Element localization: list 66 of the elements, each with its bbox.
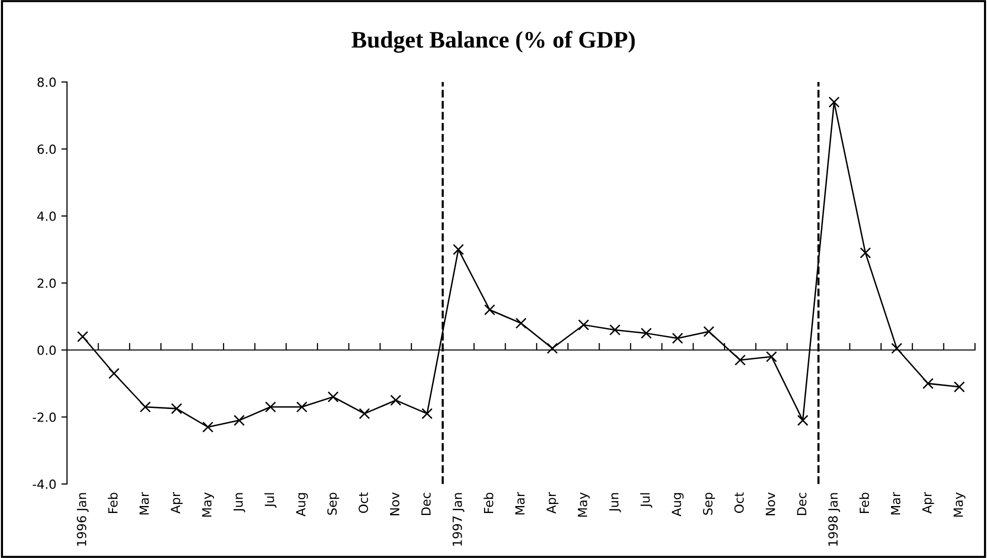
point xyxy=(640,328,652,339)
x-tick-label: Oct xyxy=(734,492,744,513)
x-tick-label: Apr xyxy=(546,492,558,514)
x-tick-label: May xyxy=(202,492,214,517)
x-tick-label: Apr xyxy=(922,492,934,514)
x-tick-label: Mar xyxy=(140,492,149,514)
point xyxy=(358,408,370,420)
x-tick-label: Mar xyxy=(515,492,525,514)
point xyxy=(546,342,558,354)
point xyxy=(390,394,402,406)
point xyxy=(202,421,214,433)
point xyxy=(264,401,276,413)
point xyxy=(609,324,620,336)
x-tick-label: Nov xyxy=(390,492,400,516)
point xyxy=(766,351,778,362)
point xyxy=(954,381,965,392)
x-tick-label: Nov xyxy=(766,492,776,516)
x-tick-label: Jun xyxy=(609,493,621,512)
x-tick-label: 1998 Jan xyxy=(828,493,840,546)
x-tick-label: Feb xyxy=(108,492,118,513)
x-tick-label: Oct xyxy=(358,492,368,513)
point xyxy=(891,342,902,354)
point xyxy=(922,378,934,390)
x-tick-label: 1996 Jan xyxy=(76,493,89,546)
x-tick-label: Feb xyxy=(859,492,870,513)
x-tick-label: Feb xyxy=(484,492,494,513)
point xyxy=(296,401,308,413)
y-tick-label: -2.0 xyxy=(32,412,56,422)
x-tick-label: 1997 Jan xyxy=(452,493,464,546)
point xyxy=(578,319,590,330)
y-tick-label: 0.0 xyxy=(38,345,56,355)
x-tick-label: May xyxy=(954,492,966,517)
point xyxy=(328,391,339,402)
point xyxy=(452,244,464,256)
y-tick-label: 6.0 xyxy=(38,144,56,154)
point xyxy=(734,354,746,366)
point xyxy=(234,414,245,426)
x-tick-label: Aug xyxy=(672,493,684,516)
point xyxy=(797,414,808,426)
x-tick-label: Jun xyxy=(234,493,246,512)
y-tick-label: -4.0 xyxy=(32,479,56,489)
point xyxy=(171,403,182,414)
point xyxy=(672,332,684,344)
point xyxy=(860,247,871,258)
y-tick-label: 8.0 xyxy=(38,77,56,87)
point xyxy=(515,318,527,329)
point xyxy=(77,331,88,342)
x-tick-label: Jul xyxy=(264,493,276,508)
x-tick-label: Sep xyxy=(327,492,340,515)
x-tick-label: Jul xyxy=(640,493,652,508)
point xyxy=(703,326,714,338)
point xyxy=(422,408,433,420)
point xyxy=(484,304,496,316)
x-tick-label: Sep xyxy=(703,492,715,515)
chart-title: Budget Balance (% of GDP) xyxy=(352,30,635,53)
x-tick-label: Mar xyxy=(891,492,900,514)
y-tick-label: 4.0 xyxy=(37,211,56,221)
point xyxy=(828,96,840,108)
y-tick-label: 2.0 xyxy=(38,278,56,288)
x-tick-label: Apr xyxy=(170,492,183,514)
x-tick-label: May xyxy=(578,492,590,517)
x-tick-label: Dec xyxy=(421,492,431,516)
point xyxy=(108,368,120,380)
point xyxy=(140,401,151,413)
x-tick-label: Dec xyxy=(797,492,806,516)
x-tick-label: Aug xyxy=(296,493,308,516)
